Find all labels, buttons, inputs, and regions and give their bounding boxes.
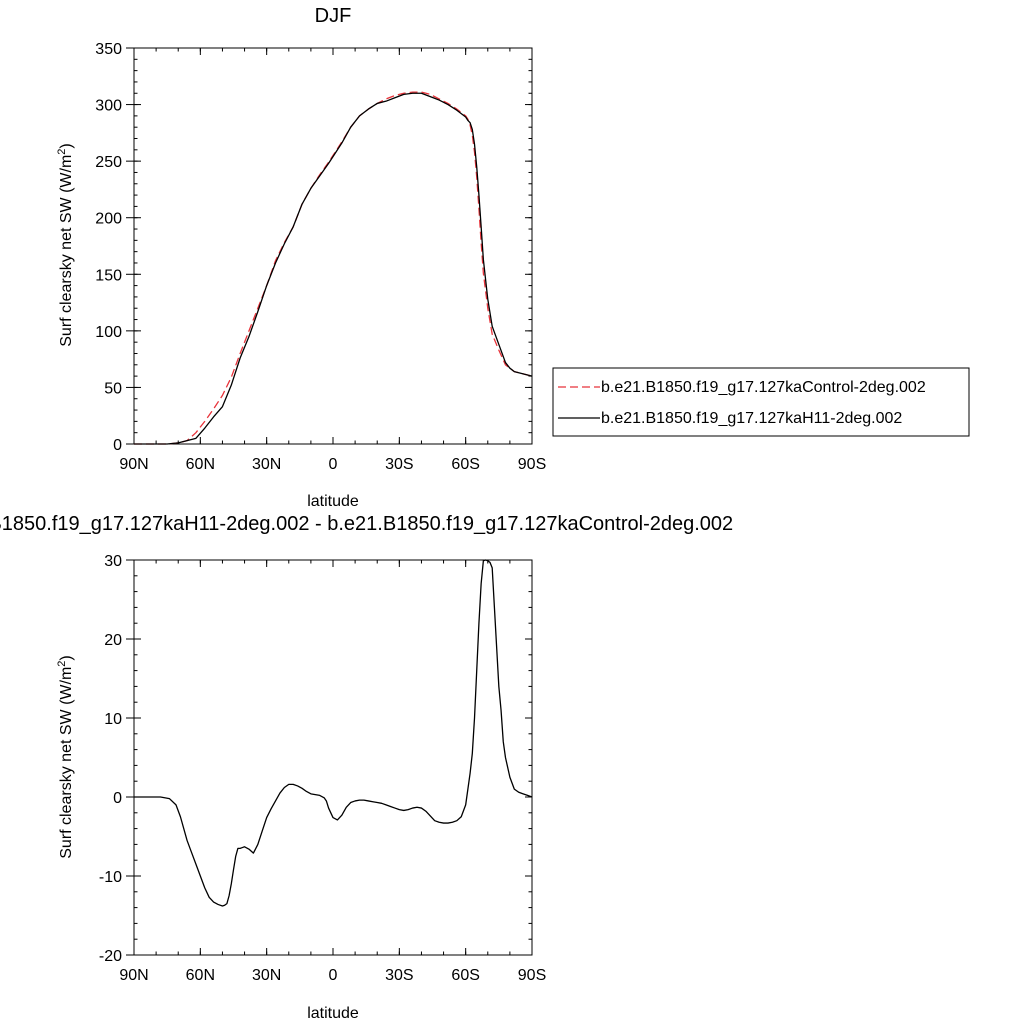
bottom-y-axis-label-sup: 2 <box>56 661 68 667</box>
bottom-xtick-label: 30N <box>252 967 281 984</box>
bottom-ytick-label: -10 <box>99 869 122 886</box>
top-panel: DJF 90N 60N 30N 0 30S 60S 90S 0 50 100 150 200 250 30… <box>56 5 970 510</box>
bottom-xtick-label: 60S <box>451 967 479 984</box>
bottom-xtick-label: 30S <box>385 967 413 984</box>
bottom-panel: b.e21.B1850.f19_g17.127kaH11-2deg.002 - … <box>0 513 733 1022</box>
top-xtick-label: 90S <box>518 456 546 473</box>
bottom-title: b.e21.B1850.f19_g17.127kaH11-2deg.002 - … <box>0 513 733 535</box>
legend-label-control: b.e21.B1850.f19_g17.127kaControl-2deg.00… <box>601 379 926 396</box>
top-y-axis-label-sup: 2 <box>56 149 68 155</box>
top-ytick-label: 350 <box>95 41 122 58</box>
top-ytick-label: 250 <box>95 154 122 171</box>
top-ytick-label: 200 <box>95 211 122 228</box>
bottom-series-line-0 <box>134 559 533 907</box>
top-axes: 90N 60N 30N 0 30S 60S 90S 0 50 100 150 200 250 300 350 <box>95 41 546 473</box>
top-xtick-label: 60S <box>451 456 479 473</box>
bottom-ytick-label: 0 <box>113 790 122 807</box>
top-ytick-label: 0 <box>113 437 122 454</box>
bottom-y-axis-label: Surf clearsky net SW (W/m2) <box>56 655 75 858</box>
top-y-axis-label-main: Surf clearsky net SW (W/m <box>58 155 75 347</box>
top-ytick-label: 100 <box>95 324 122 341</box>
legend-label-h11: b.e21.B1850.f19_g17.127kaH11-2deg.002 <box>601 410 902 427</box>
top-xtick-label: 30N <box>252 456 281 473</box>
top-plot-frame <box>133 47 533 445</box>
bottom-ytick-label: 30 <box>104 553 122 570</box>
top-title: DJF <box>315 5 352 27</box>
bottom-x-axis-label: latitude <box>307 1005 359 1022</box>
top-ytick-label: 300 <box>95 98 122 115</box>
bottom-ytick-label: 10 <box>104 711 122 728</box>
top-series-line-1 <box>134 92 533 445</box>
bottom-ytick-label: -20 <box>99 948 122 965</box>
top-series-line-0 <box>134 91 533 445</box>
top-ytick-label: 150 <box>95 267 122 284</box>
legend: b.e21.B1850.f19_g17.127kaControl-2deg.00… <box>552 367 970 437</box>
top-x-axis-label: latitude <box>307 493 359 510</box>
top-ytick-label: 50 <box>104 380 122 397</box>
bottom-y-axis-label-close: ) <box>58 655 75 660</box>
bottom-xtick-label: 0 <box>329 967 338 984</box>
legend-box <box>552 367 970 437</box>
bottom-y-axis-label-main: Surf clearsky net SW (W/m <box>58 667 75 859</box>
top-y-axis-label: Surf clearsky net SW (W/m2) <box>56 143 75 346</box>
bottom-xtick-label: 60N <box>186 967 215 984</box>
bottom-ytick-label: 20 <box>104 632 122 649</box>
bottom-xtick-label: 90S <box>518 967 546 984</box>
top-xtick-label: 90N <box>119 456 148 473</box>
top-xtick-label: 30S <box>385 456 413 473</box>
bottom-xtick-label: 90N <box>119 967 148 984</box>
top-xtick-label: 0 <box>329 456 338 473</box>
top-xtick-label: 60N <box>186 456 215 473</box>
bottom-axes: 90N 60N 30N 0 30S 60S 90S -20 -10 0 10 20 30 <box>99 553 546 984</box>
top-y-axis-label-close: ) <box>58 143 75 148</box>
